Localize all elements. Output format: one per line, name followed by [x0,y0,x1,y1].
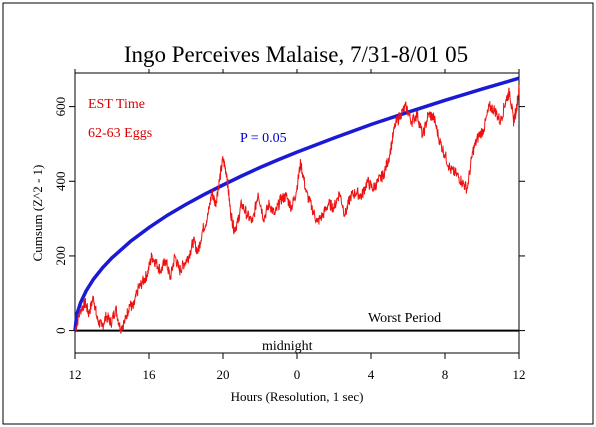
y-tick-label: 0 [53,327,68,334]
y-tick-label: 600 [53,97,68,117]
x-tick-label: 4 [368,367,375,382]
y-axis-label: Cumsum (Z^2 - 1) [30,165,45,262]
p-envelope-line [73,76,520,331]
annotation-est-time: EST Time [88,97,145,112]
annotation-midnight: midnight [262,339,313,354]
x-axis: 12 16 20 0 4 8 12 [69,69,526,382]
x-tick-label: 12 [513,367,526,382]
chart-title: Ingo Perceives Malaise, 7/31-8/01 05 [124,42,468,67]
x-tick-label: 12 [69,367,82,382]
x-tick-label: 8 [442,367,449,382]
cumsum-line [74,84,520,334]
x-tick-label: 0 [294,367,301,382]
annotation-worst-period: Worst Period [368,311,441,326]
x-axis-label: Hours (Resolution, 1 sec) [231,389,364,404]
y-axis: 0 200 400 600 [53,97,525,334]
y-tick-label: 200 [53,246,68,266]
y-tick-label: 400 [53,172,68,192]
annotation-p-value: P = 0.05 [240,131,287,146]
annotation-eggs: 62-63 Eggs [88,126,152,141]
x-tick-label: 16 [143,367,157,382]
x-tick-label: 20 [217,367,230,382]
